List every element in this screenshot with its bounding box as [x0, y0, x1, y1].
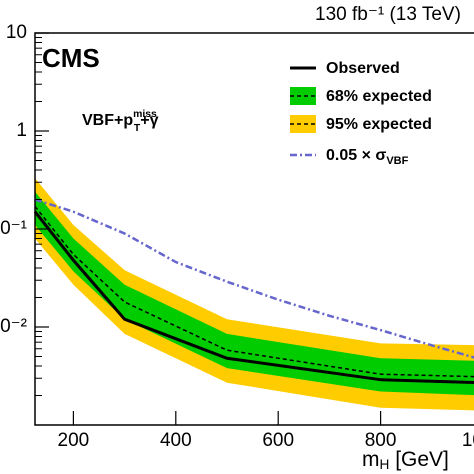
y-tick-label: 10⁻² [0, 316, 27, 337]
x-tick-label: 200 [58, 430, 90, 451]
x-tick-label: 800 [365, 430, 397, 451]
y-tick-label: 1 [16, 120, 27, 141]
legend-label: 0.05 × σVBF [326, 147, 409, 167]
y-tick-label: 10⁻¹ [0, 218, 27, 239]
lumi-label: 130 fb⁻¹ (13 TeV) [315, 4, 461, 25]
legend-swatch [290, 115, 316, 133]
experiment-label: CMS [42, 43, 100, 73]
band [35, 178, 474, 411]
legend-label: Observed [326, 60, 400, 77]
y-tick-label: 10 [6, 22, 27, 43]
channel-label-part: T [134, 123, 141, 134]
x-axis-label-part: m [362, 448, 380, 471]
x-tick-label: 600 [262, 430, 294, 451]
legend-label: 95% expected [326, 116, 432, 133]
observed-line [33, 210, 474, 384]
legend-label-part: VBF [386, 155, 408, 167]
signal-line [34, 198, 474, 359]
channel-label-part: miss [133, 109, 157, 120]
expected-line [34, 205, 474, 378]
channel-label: VBF+pmiss T+γ [82, 109, 159, 134]
channel-label-part: +γ [140, 112, 158, 129]
x-axis-label-part: [GeV] [389, 448, 449, 471]
x-tick-label: 1000 [462, 430, 474, 451]
legend-label-part: 0.05 × σ [326, 147, 386, 164]
x-tick-label: 400 [160, 430, 192, 451]
x-axis-label: mH [GeV] [362, 448, 449, 472]
legend-label: 68% expected [326, 88, 432, 105]
x-axis-label-part: H [380, 457, 390, 472]
channel-label-part: VBF+p [82, 112, 133, 129]
legend-swatch [290, 87, 316, 105]
